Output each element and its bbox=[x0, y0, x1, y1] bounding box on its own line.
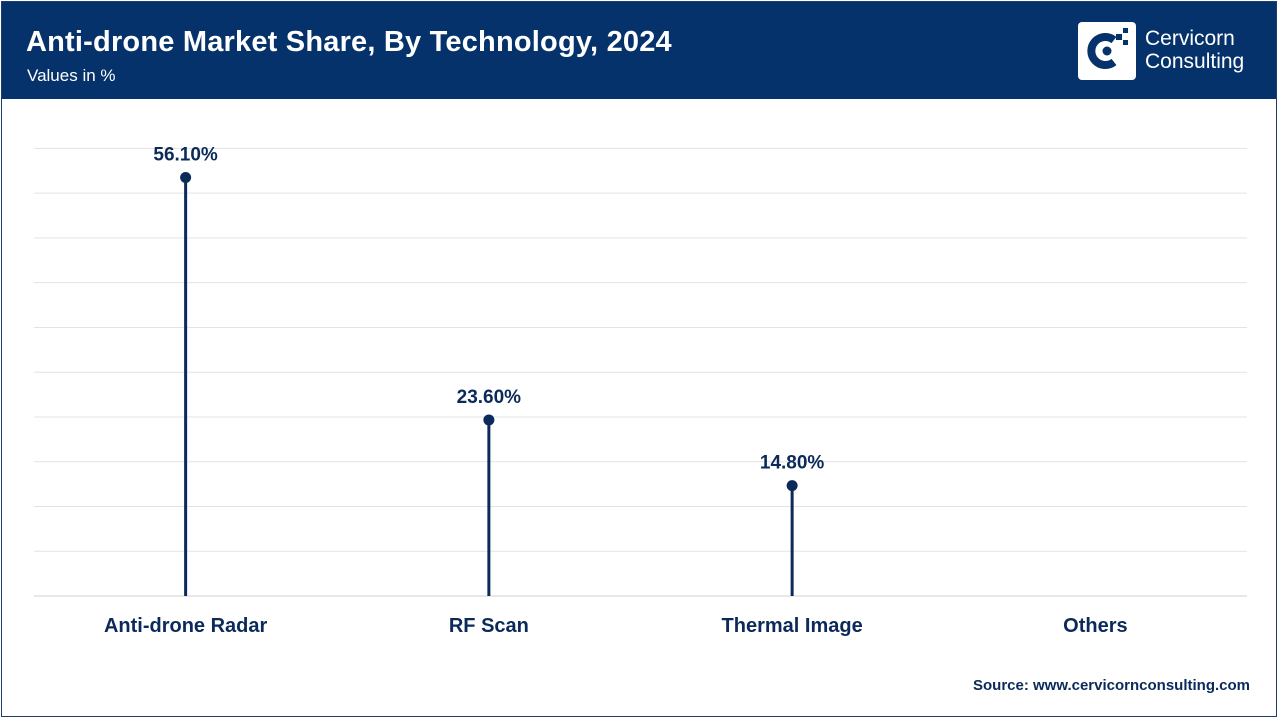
data-label: 14.80% bbox=[760, 453, 825, 474]
logo-line-2: Consulting bbox=[1145, 50, 1245, 73]
lollipop-dot bbox=[786, 480, 798, 492]
category-label: Anti-drone Radar bbox=[104, 615, 268, 637]
chart-title: Anti-drone Market Share, By Technology, … bbox=[26, 26, 672, 58]
lollipop-dot bbox=[180, 171, 192, 183]
cervicorn-c-logo-icon bbox=[1078, 22, 1136, 80]
lollipop-dot bbox=[483, 414, 495, 426]
company-logo: Cervicorn Consulting bbox=[1078, 22, 1268, 80]
source-note: Source: www.cervicornconsulting.com bbox=[972, 677, 1250, 694]
data-label: 23.60% bbox=[457, 387, 522, 408]
lollipop-chart: 56.10% Anti-drone Radar 23.60% RF Scan 14.80… bbox=[34, 144, 1247, 637]
data-label: 56.10% bbox=[153, 144, 218, 165]
category-label: Others bbox=[1063, 615, 1127, 637]
chart-subtitle: Values in % bbox=[27, 66, 116, 85]
logo-wordmark: Cervicorn Consulting bbox=[1145, 27, 1244, 73]
logo-line-1: Cervicorn bbox=[1145, 27, 1235, 50]
header-bar: Anti-drone Market Share, By Technology, … bbox=[2, 2, 1276, 99]
category-label: Thermal Image bbox=[722, 615, 863, 637]
category-label: RF Scan bbox=[449, 615, 529, 637]
